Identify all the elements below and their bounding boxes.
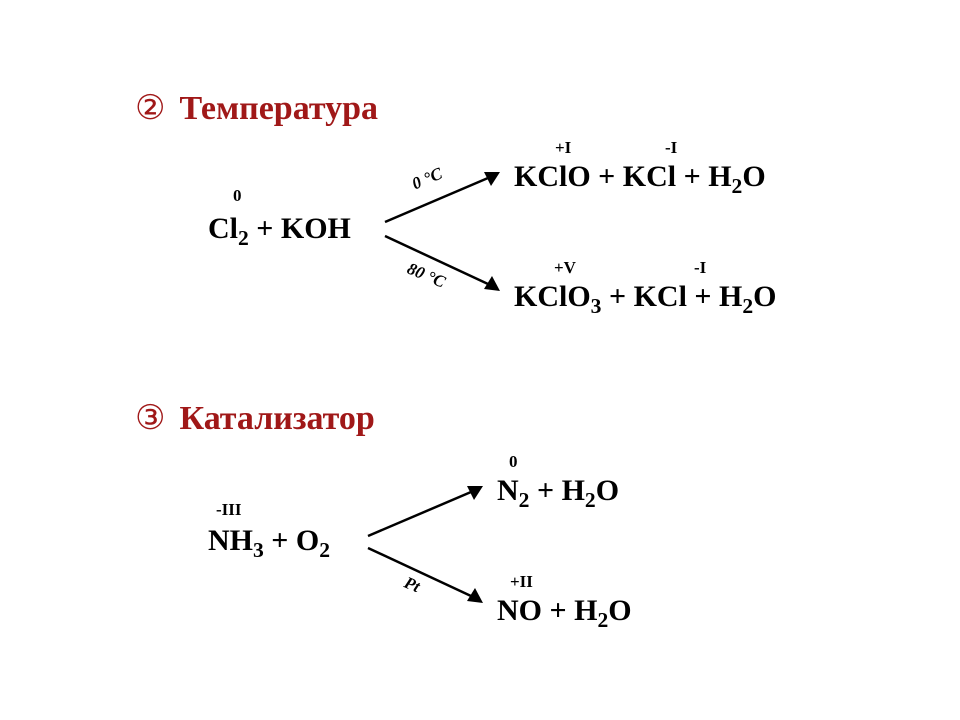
section1-title: Температура [179, 90, 378, 128]
section2-title: Катализатор [179, 400, 374, 438]
section1-reactant-ox-0: 0 [233, 186, 242, 206]
section2-top-ox-0: 0 [509, 452, 518, 472]
section1-heading: ② Температура [135, 88, 378, 128]
section2-bot-ox-0: +II [510, 572, 533, 592]
section1-top-ox-1: -I [665, 138, 677, 158]
page: ② Температура 0 Cl2 + KOH 0 °C 80 °C +I … [0, 0, 960, 720]
section2-reactant-ox-0: -III [216, 500, 242, 520]
section2-heading: ③ Катализатор [135, 398, 375, 438]
section2-bullet-icon: ③ [135, 398, 165, 438]
section2-arrow-top [368, 486, 483, 536]
section2-top-products: N2 + H2O [497, 474, 619, 508]
section1-top-ox-0: +I [555, 138, 571, 158]
section1-bottom-products: KClO3 + KCl + H2O [514, 280, 776, 314]
section1-reactants: Cl2 + KOH [208, 212, 351, 246]
section2-reactants: NH3 + O2 [208, 524, 330, 558]
section2-bottom-products: NO + H2O [497, 594, 632, 628]
section1-bot-ox-0: +V [554, 258, 576, 278]
section2-arrow-bottom [368, 548, 483, 603]
section1-bullet-icon: ② [135, 88, 165, 128]
section1-bot-ox-1: -I [694, 258, 706, 278]
section1-top-products: KClO + KCl + H2O [514, 160, 766, 194]
